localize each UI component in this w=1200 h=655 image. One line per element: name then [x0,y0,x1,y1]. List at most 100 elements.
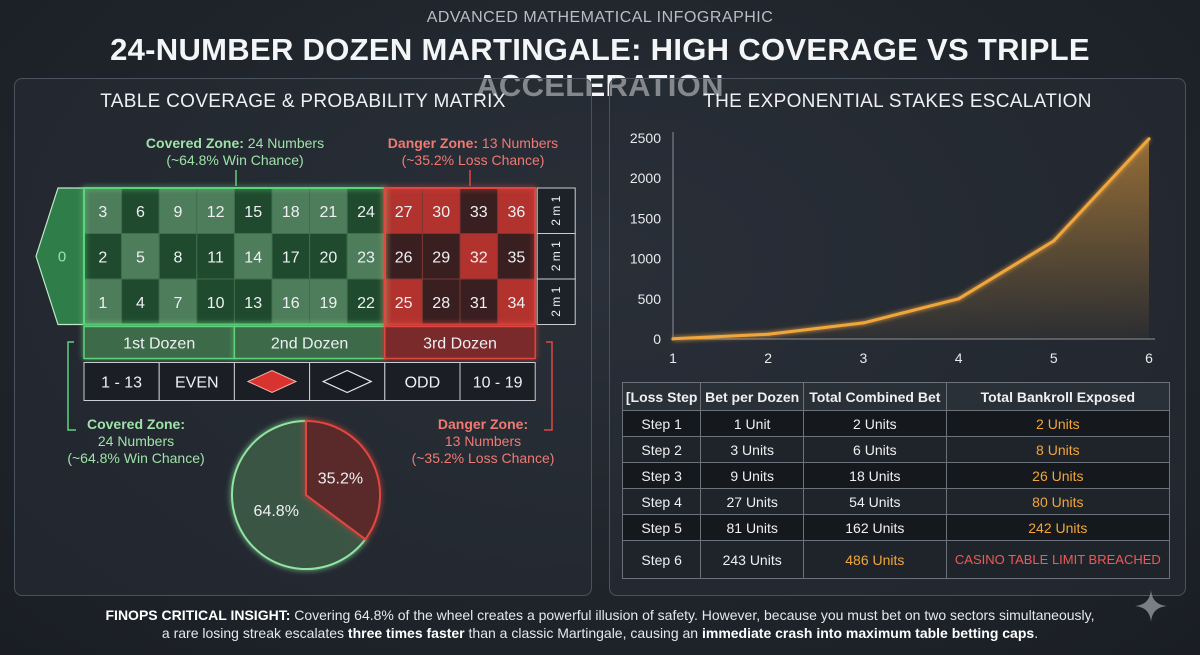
number-cell [309,278,348,325]
coverage-panel-title: TABLE COVERAGE & PROBABILITY MATRIX [100,91,506,112]
pie-slice-covered [231,419,367,570]
data-point [1052,239,1056,243]
table-row: Step 1 1 Unit 2 Units 2 Units [621,410,1171,437]
number-label: 7 [174,295,183,312]
table-row: Step 2 3 Units 6 Units 8 Units [621,436,1171,463]
table-header: [Loss Step [621,382,702,411]
pie-label-danger: 35.2% [318,471,363,488]
table-row: Step 6 243 Units 486 Units CASINO TABLE … [621,540,1171,579]
number-label: 20 [320,249,338,266]
insight-footer: FINOPS CRITICAL INSIGHT: Covering 64.8% … [105,607,1095,641]
number-cell [459,233,499,280]
outside-bet-label: 10 - 19 [473,375,523,392]
number-cell [384,187,423,234]
data-point [957,297,961,301]
number-label: 1 [98,295,107,312]
zero-label: 0 [58,248,66,265]
data-point [861,321,865,325]
pie-label-covered: 64.8% [254,503,299,520]
number-cell [309,233,348,280]
y-tick-label: 500 [638,291,662,307]
kicker: ADVANCED MATHEMATICAL INFOGRAPHIC [426,9,774,26]
covered-zone-label-bottom: Covered Zone: 24 Numbers (~64.8% Win Cha… [67,416,205,466]
number-cell [346,278,386,325]
number-label: 36 [508,204,526,221]
number-label: 15 [244,204,262,221]
danger-zone-label-top: Danger Zone: 13 Numbers (~35.2% Loss Cha… [387,135,559,168]
dozen-label: 2nd Dozen [271,336,348,353]
table-cell: 27 Units [700,488,804,515]
number-cell [309,187,348,234]
number-cell [346,187,386,234]
x-tick-label: 1 [669,350,677,366]
number-label: 17 [282,249,300,266]
table-cell: 6 Units [803,436,947,463]
number-label: 27 [395,204,413,221]
number-cell [346,233,386,280]
column-bet-label: 2 m 1 [549,286,563,316]
x-tick-label: 6 [1145,350,1153,366]
table-cell: 2 Units [945,410,1171,437]
outside-bet-label: ODD [405,375,441,392]
table-cell: 486 Units [803,540,947,579]
number-label: 5 [136,249,145,266]
y-tick-label: 2000 [630,170,661,186]
red-diamond-icon [246,369,298,394]
column-bet-label: 2 m 1 [549,195,563,225]
column-bet-label: 2 m 1 [549,241,563,271]
number-label: 13 [244,295,262,312]
number-cell [459,278,499,325]
number-cell [497,187,536,234]
escalation-table: [Loss Step Bet per Dozen Total Combined … [621,382,1171,579]
black-diamond-icon [321,369,373,394]
series-area [673,138,1149,339]
number-cell [83,187,123,234]
danger-zone-outline [383,187,537,326]
table-cell: 8 Units [945,436,1171,463]
number-cell [271,233,311,280]
dozen-cell [233,325,386,360]
outside-bet-cell [158,362,235,401]
table-header: Bet per Dozen [700,382,804,411]
table-cell: Step 1 [621,410,702,437]
danger-zone-label-bottom: Danger Zone: 13 Numbers (~35.2% Loss Cha… [411,416,555,466]
table-cell: Step 5 [621,514,702,541]
number-label: 29 [432,249,450,266]
outside-bet-label: 1 - 13 [101,375,142,392]
number-cell [233,233,273,280]
dozen-label: 1st Dozen [123,336,195,353]
number-label: 8 [174,249,183,266]
number-cell [384,278,423,325]
number-label: 23 [357,249,375,266]
series-line [672,137,1151,341]
table-cell: 2 Units [803,410,947,437]
number-label: 33 [470,204,488,221]
x-tick-label: 2 [764,350,772,366]
y-tick-label: 2500 [630,130,661,146]
number-label: 11 [207,249,224,266]
number-label: 30 [432,204,450,221]
x-tick-label: 4 [955,350,963,366]
table-header: Total Bankroll Exposed [945,382,1171,411]
table-cell: Step 3 [621,462,702,489]
table-cell: Step 6 [621,540,702,579]
table-cell: Step 4 [621,488,702,515]
number-label: 3 [98,204,107,221]
table-row: Step 4 27 Units 54 Units 80 Units [621,488,1171,515]
escalation-panel-title: THE EXPONENTIAL STAKES ESCALATION [703,91,1092,112]
data-point [671,337,675,341]
table-header: Total Combined Bet [803,382,947,411]
number-label: 2 [98,249,107,266]
number-label: 10 [207,295,225,312]
table-cell: 26 Units [945,462,1171,489]
number-label: 18 [282,204,300,221]
table-cell: 1 Unit [700,410,804,437]
outside-bet-cell [459,362,536,401]
sparkle-icon [1135,590,1167,622]
number-label: 35 [508,249,526,266]
table-row: Step 5 81 Units 162 Units 242 Units [621,514,1171,541]
table-cell: 243 Units [700,540,804,579]
outside-bet-cell [384,362,461,401]
table-cell: 162 Units [803,514,947,541]
table-cell: 9 Units [700,462,804,489]
